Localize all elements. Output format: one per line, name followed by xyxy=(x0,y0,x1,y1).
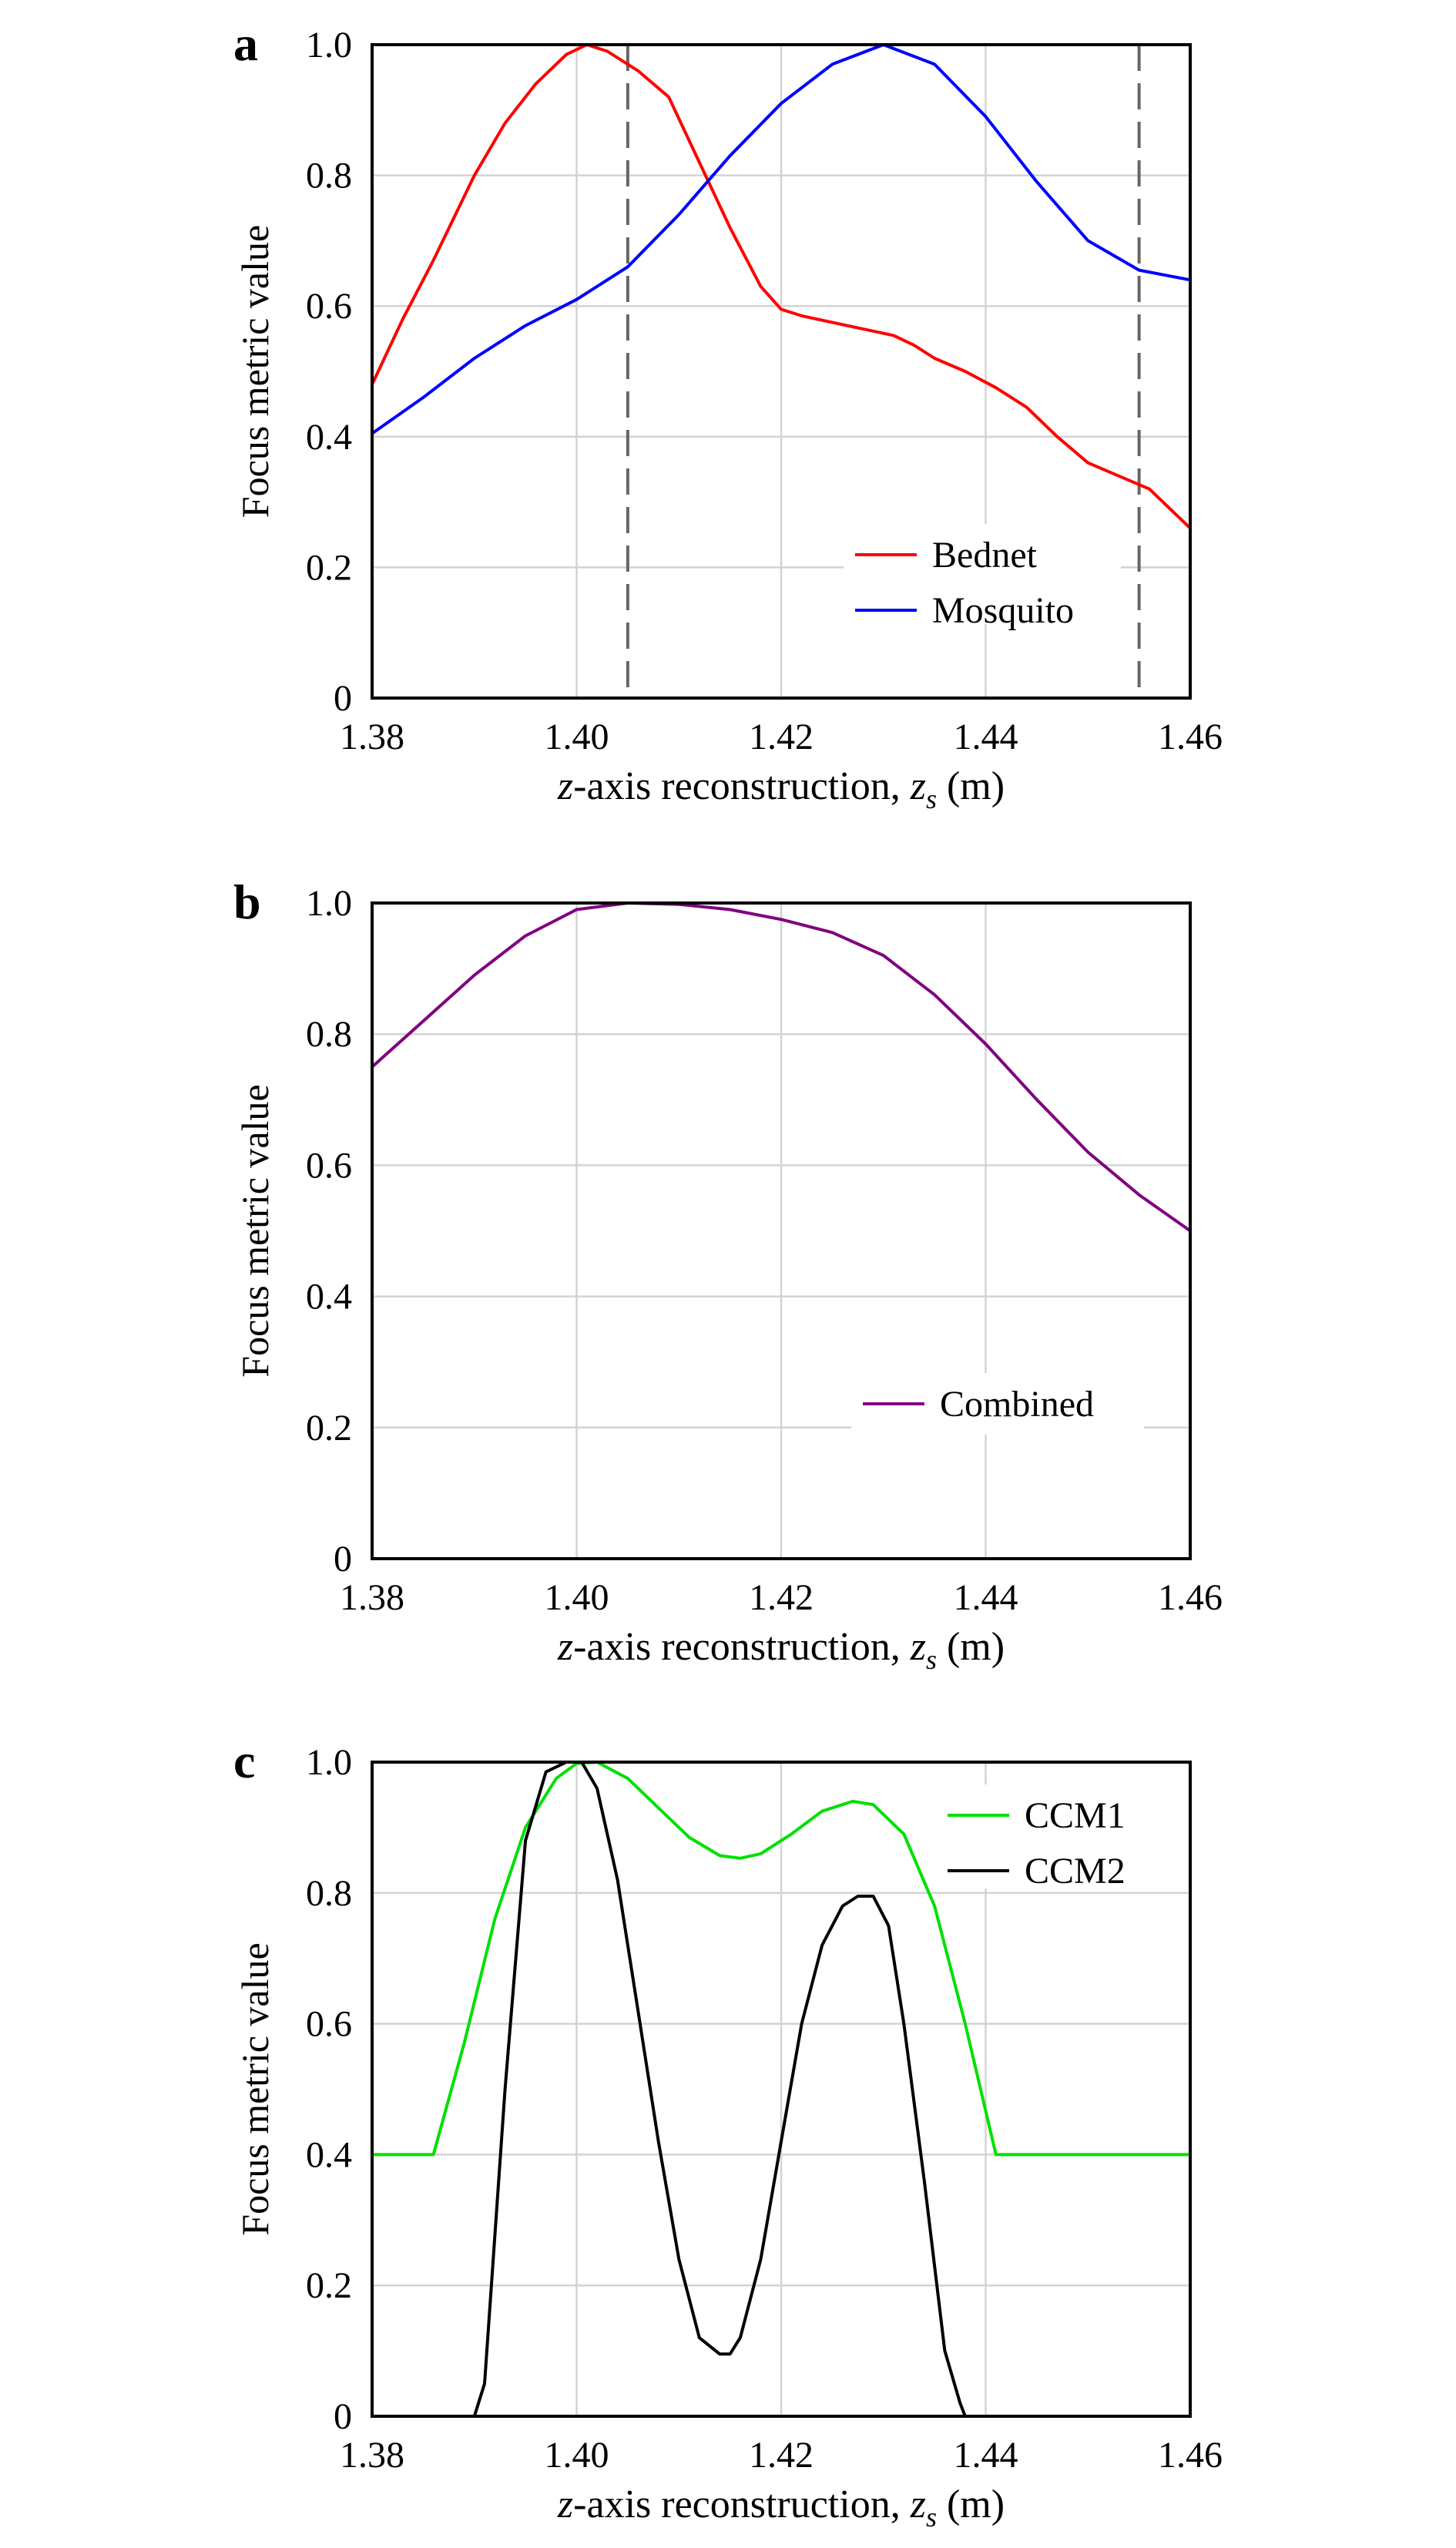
x-axis-label: z-axis reconstruction, zs (m) xyxy=(557,764,1005,814)
series-line-mosquito xyxy=(371,43,1191,435)
legend-label: Bednet xyxy=(932,535,1038,576)
panel-letter: a xyxy=(233,16,258,71)
y-tick-label: 0 xyxy=(334,1539,352,1579)
y-tick-label: 0.8 xyxy=(306,1014,352,1055)
y-tick-label: 0.8 xyxy=(306,1873,352,1914)
y-tick-label: 0.2 xyxy=(306,1408,352,1449)
y-axis-label: Focus metric value xyxy=(233,225,277,518)
x-tick-label: 1.40 xyxy=(545,2435,609,2476)
x-tick-label: 1.46 xyxy=(1158,2435,1223,2476)
series-line-ccm1 xyxy=(372,1761,1190,2157)
series-line-ccm2 xyxy=(372,1761,967,2418)
plot-frame xyxy=(371,901,1192,1560)
x-tick-label: 1.42 xyxy=(749,2435,814,2476)
x-tick-label: 1.44 xyxy=(954,1577,1018,1618)
y-tick-label: 1.0 xyxy=(306,1742,352,1783)
plot-frame xyxy=(371,43,1192,700)
x-axis-label: z-axis reconstruction, zs (m) xyxy=(557,2483,1005,2533)
y-tick-label: 0.6 xyxy=(306,2004,352,2045)
x-axis-label: z-axis reconstruction, zs (m) xyxy=(557,1625,1005,1675)
y-tick-label: 0.2 xyxy=(306,2265,352,2306)
legend-label: Mosquito xyxy=(932,590,1074,631)
y-tick-label: 0.6 xyxy=(306,286,352,327)
x-tick-label: 1.40 xyxy=(545,717,609,757)
x-tick-label: 1.46 xyxy=(1158,717,1223,757)
plot-frame xyxy=(371,1761,1192,2418)
y-tick-label: 0.2 xyxy=(306,547,352,588)
y-tick-label: 1.0 xyxy=(306,25,352,65)
y-tick-label: 0 xyxy=(334,2396,352,2437)
x-tick-label: 1.42 xyxy=(749,1577,814,1618)
x-tick-label: 1.38 xyxy=(340,717,404,757)
legend-box xyxy=(844,524,1121,624)
series-line-combined xyxy=(371,901,1192,1233)
legend-label: CCM1 xyxy=(1025,1795,1126,1836)
panel-a: 1.38 1.40 1.42 1.44 1.46 0 0.2 0.4 0.6 0.8 1.0 a Foc… xyxy=(233,16,1223,814)
x-tick-label: 1.40 xyxy=(545,1577,609,1618)
x-tick-label: 1.38 xyxy=(340,2435,404,2476)
panel-b: 1.38 1.40 1.42 1.44 1.46 0 0.2 0.4 0.6 0.8 1.0 b Foc… xyxy=(233,875,1223,1675)
y-tick-label: 0.4 xyxy=(306,417,352,458)
y-tick-label: 0 xyxy=(334,678,352,719)
panel-letter: b xyxy=(233,875,261,929)
panel-letter: c xyxy=(233,1734,255,1788)
y-axis-label: Focus metric value xyxy=(233,1084,277,1377)
y-tick-label: 0.4 xyxy=(306,1277,352,1318)
legend: Combined xyxy=(851,1373,1144,1435)
y-tick-label: 0.8 xyxy=(306,156,352,196)
legend: CCM1 CCM2 xyxy=(936,1784,1167,1892)
legend: Bednet Mosquito xyxy=(844,524,1121,631)
y-axis-label: Focus metric value xyxy=(233,1942,277,2235)
series-line-bednet xyxy=(371,43,1192,529)
x-tick-label: 1.42 xyxy=(749,717,814,757)
legend-label: CCM2 xyxy=(1025,1851,1126,1892)
x-tick-label: 1.44 xyxy=(954,2435,1018,2476)
x-tick-label: 1.38 xyxy=(340,1577,404,1618)
y-tick-label: 0.6 xyxy=(306,1145,352,1186)
y-tick-label: 1.0 xyxy=(306,883,352,924)
x-tick-label: 1.46 xyxy=(1158,1577,1223,1618)
panel-c: 1.38 1.40 1.42 1.44 1.46 0 0.2 0.4 0.6 0.8 1.0 c Foc… xyxy=(233,1734,1223,2533)
y-tick-label: 0.4 xyxy=(306,2134,352,2175)
x-tick-label: 1.44 xyxy=(954,717,1018,757)
legend-label: Combined xyxy=(940,1384,1094,1425)
